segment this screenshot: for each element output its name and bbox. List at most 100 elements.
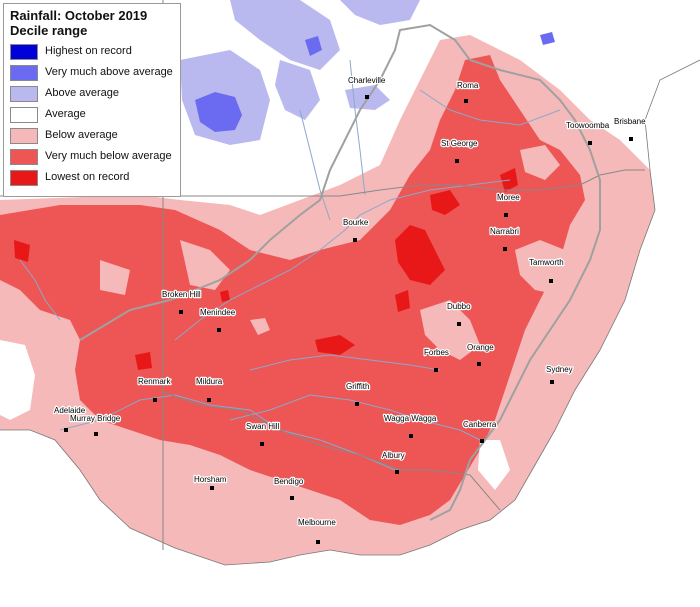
city-label-halo: Moree — [497, 193, 520, 202]
city-label: Dubbo — [447, 302, 471, 311]
legend-item: Highest on record — [10, 44, 180, 61]
below-average-patch-3 — [170, 455, 240, 520]
city-label-halo: Toowoomba — [566, 121, 610, 130]
city-label-halo: Horsham — [194, 475, 227, 484]
city-label-halo: Murray Bridge — [70, 414, 121, 423]
city-label-halo: Canberra — [463, 420, 497, 429]
city-dot — [290, 496, 294, 500]
legend-swatch — [10, 128, 38, 144]
lowest-patch-3 — [315, 335, 355, 355]
river-condamine — [419, 89, 561, 126]
southern-ocean — [0, 60, 700, 607]
city-label: Orange — [467, 343, 494, 352]
city-label: Horsham — [194, 475, 227, 484]
city-label: Adelaide — [54, 406, 86, 415]
city-label-halo: Sydney — [546, 365, 573, 374]
city-label-halo: Melbourne — [298, 518, 336, 527]
legend-item: Lowest on record — [10, 170, 180, 187]
legend-label: Below average — [45, 129, 118, 141]
city-dot — [153, 398, 157, 402]
river-paroo — [299, 109, 331, 221]
very-much-above-region-2 — [305, 36, 322, 56]
city-label-halo: Orange — [467, 343, 494, 352]
average-region-west — [0, 340, 35, 420]
very-much-below-average-region — [0, 55, 585, 525]
city-label: Albury — [382, 451, 405, 460]
below-average-patch-7 — [520, 145, 560, 180]
city-dot — [455, 159, 459, 163]
city-label: Roma — [457, 81, 479, 90]
legend-label: Above average — [45, 87, 119, 99]
city-dot — [355, 402, 359, 406]
legend-label: Very much below average — [45, 150, 172, 162]
city-label: St George — [441, 139, 478, 148]
legend-swatch — [10, 65, 38, 81]
city-label: Wagga Wagga — [384, 414, 437, 423]
legend-item: Average — [10, 107, 180, 124]
city-dot — [464, 99, 468, 103]
above-average-region-5 — [340, 0, 420, 25]
legend-swatch — [10, 44, 38, 60]
city-label-halo: Mildura — [196, 377, 223, 386]
city-label: Sydney — [546, 365, 573, 374]
city-label-halo: Menindee — [200, 308, 236, 317]
city-dot — [207, 398, 211, 402]
legend-label: Lowest on record — [45, 171, 130, 183]
city-label: Melbourne — [298, 518, 336, 527]
city-label: Bourke — [343, 218, 369, 227]
city-label-halo: Bourke — [343, 218, 369, 227]
city-dot — [217, 328, 221, 332]
city-label-halo: St George — [441, 139, 478, 148]
river-darling — [174, 179, 511, 341]
city-label-halo: Tamworth — [529, 258, 564, 267]
lowest-patch-5 — [14, 240, 30, 262]
legend-item: Below average — [10, 128, 180, 145]
city-dot — [480, 439, 484, 443]
above-average-region-3 — [275, 60, 320, 120]
city-label: Murray Bridge — [70, 414, 121, 423]
city-dot — [395, 470, 399, 474]
river-murrumbidgee — [229, 394, 481, 441]
legend-item: Above average — [10, 86, 180, 103]
below-average-patch-5 — [250, 318, 270, 335]
city-label-halo: Wagga Wagga — [384, 414, 437, 423]
city-label-halo: Swan Hill — [246, 422, 280, 431]
city-dot — [316, 540, 320, 544]
city-dot — [549, 279, 553, 283]
below-average-patch-1 — [420, 300, 480, 360]
city-label-halo: Brisbane — [614, 117, 646, 126]
city-dot — [629, 137, 633, 141]
city-dot — [353, 238, 357, 242]
city-label: Bendigo — [274, 477, 304, 486]
map-title: Rainfall: October 2019 — [10, 8, 148, 23]
city-label-halo: Dubbo — [447, 302, 471, 311]
city-label-halo: Forbes — [424, 348, 449, 357]
city-label: Swan Hill — [246, 422, 280, 431]
lowest-patch-8 — [220, 290, 230, 302]
city-label: Renmark — [138, 377, 171, 386]
city-label: Broken Hill — [162, 290, 201, 299]
nsw-highlight-boundary — [79, 23, 601, 521]
below-average-patch-4 — [180, 240, 230, 290]
city-label-halo: Broken Hill — [162, 290, 201, 299]
city-dot — [457, 322, 461, 326]
